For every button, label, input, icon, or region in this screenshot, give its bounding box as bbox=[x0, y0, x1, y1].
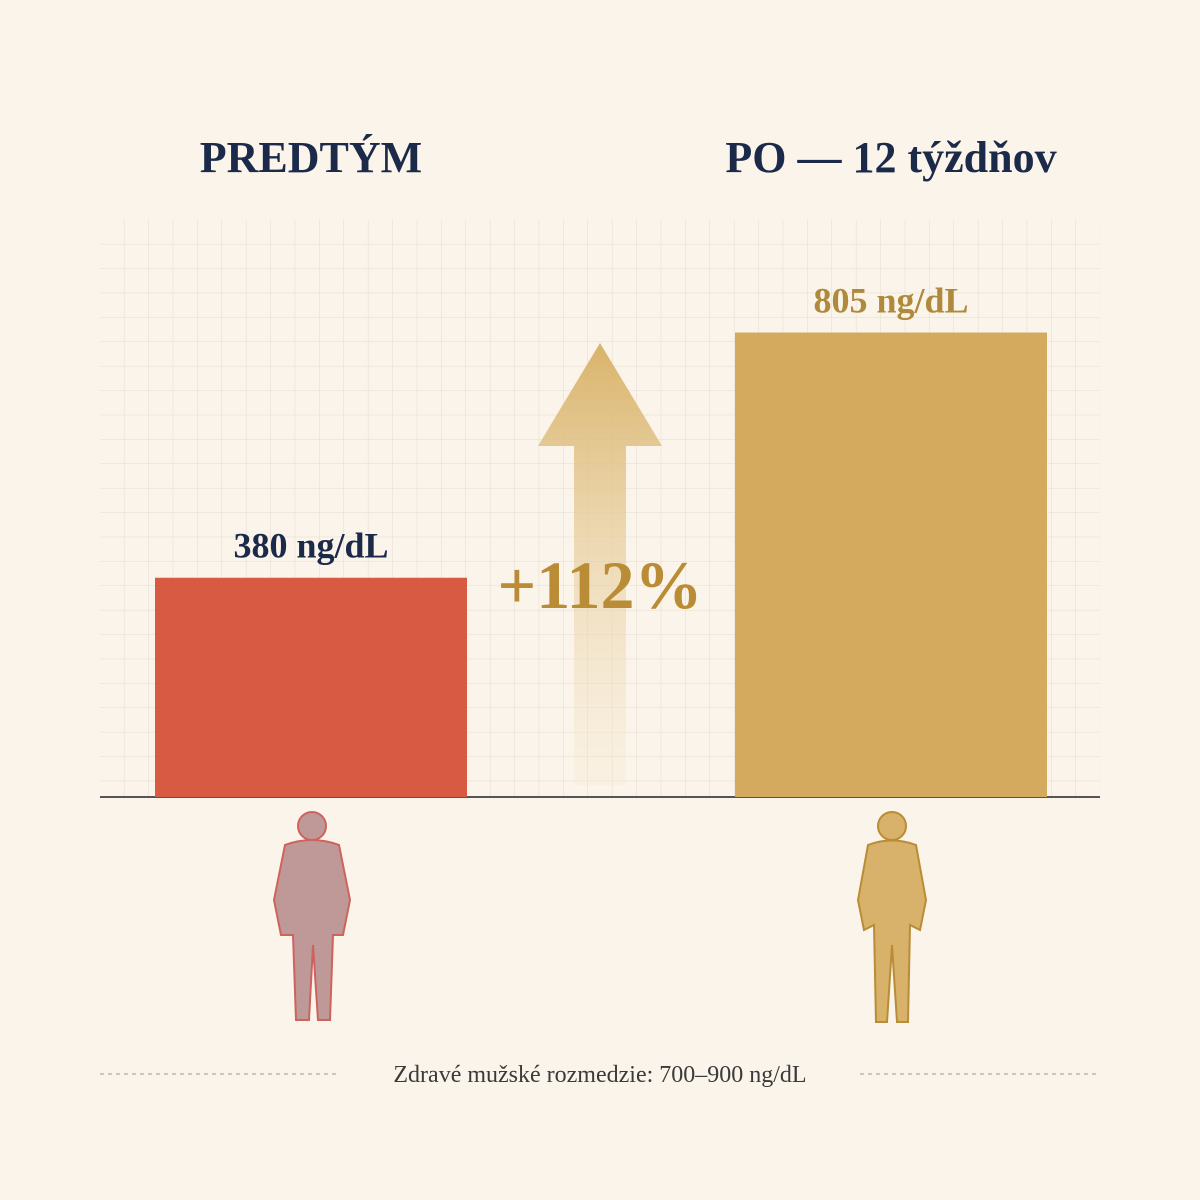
bar bbox=[735, 332, 1047, 797]
category-label: PREDTÝM bbox=[200, 133, 422, 182]
bar bbox=[155, 577, 467, 797]
category-label: PO — 12 týždňov bbox=[725, 133, 1056, 182]
figure-before bbox=[272, 811, 352, 1021]
footnote: Zdravé mužské rozmedzie: 700–900 ng/dL bbox=[393, 1062, 806, 1088]
increase-arrow bbox=[538, 343, 662, 785]
value-label: 380 ng/dL bbox=[233, 526, 388, 566]
value-label: 805 ng/dL bbox=[813, 281, 968, 321]
figure-after bbox=[856, 811, 928, 1023]
change-annotation: +112% bbox=[498, 547, 703, 623]
